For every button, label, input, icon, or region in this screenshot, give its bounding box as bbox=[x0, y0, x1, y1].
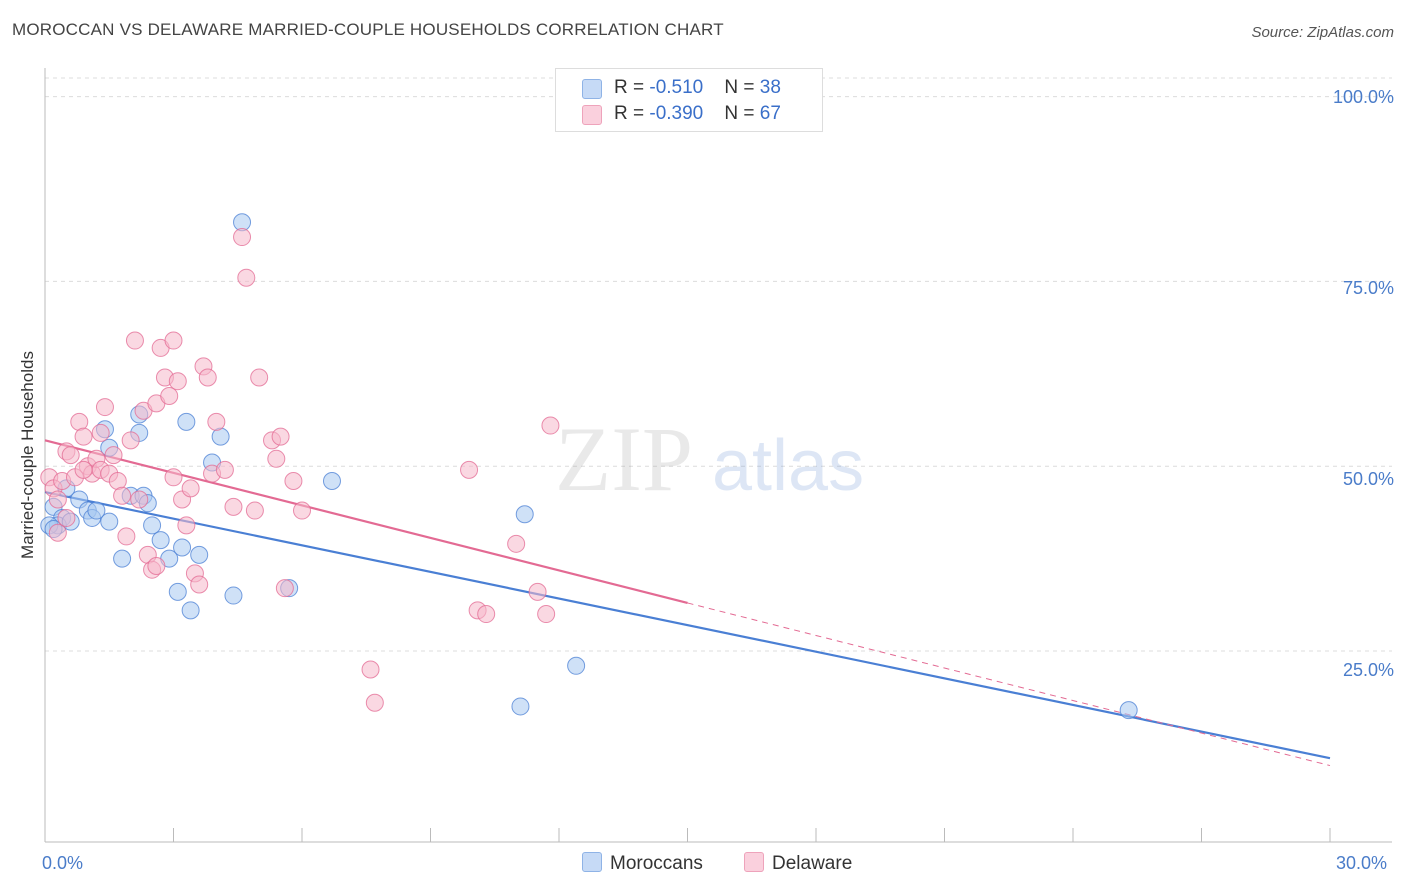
data-point-delaware bbox=[224, 497, 243, 516]
data-point-moroccans bbox=[168, 582, 187, 601]
data-point-delaware bbox=[198, 368, 217, 387]
r-label: R = bbox=[614, 77, 650, 98]
data-point-delaware bbox=[181, 479, 200, 498]
data-point-delaware bbox=[271, 427, 290, 446]
legend-item-delaware[interactable]: Delaware bbox=[744, 852, 852, 875]
data-point-delaware bbox=[113, 486, 132, 505]
data-point-delaware bbox=[48, 523, 67, 542]
n-label: N = bbox=[724, 77, 760, 98]
data-point-delaware bbox=[267, 449, 286, 468]
data-point-delaware bbox=[74, 460, 93, 479]
data-point-delaware bbox=[507, 534, 526, 553]
x-tick-0: 0.0% bbox=[42, 853, 84, 873]
data-point-moroccans bbox=[511, 697, 530, 716]
data-point-delaware bbox=[74, 427, 93, 446]
data-point-moroccans bbox=[143, 516, 162, 535]
data-point-moroccans bbox=[177, 412, 196, 431]
y-tick-100: 100.0% bbox=[1332, 87, 1394, 107]
data-point-delaware bbox=[160, 386, 179, 405]
data-point-moroccans bbox=[322, 471, 341, 490]
data-point-delaware bbox=[528, 582, 547, 601]
legend-label-delaware: Delaware bbox=[772, 853, 853, 874]
data-point-delaware bbox=[61, 446, 80, 465]
data-point-moroccans bbox=[190, 545, 209, 564]
trend-line-moroccans bbox=[44, 490, 1331, 760]
data-point-delaware bbox=[293, 501, 311, 520]
data-point-moroccans bbox=[1119, 701, 1138, 720]
y-axis-label: Married-couple Households bbox=[18, 351, 37, 559]
data-point-delaware bbox=[164, 331, 183, 350]
data-point-delaware bbox=[57, 508, 76, 527]
legend-swatch-moroccans bbox=[582, 852, 602, 872]
n-label: N = bbox=[724, 103, 760, 124]
watermark-zip: ZIP bbox=[555, 408, 693, 510]
r-label: R = bbox=[614, 103, 650, 124]
data-point-moroccans bbox=[224, 586, 243, 605]
data-point-delaware bbox=[130, 490, 149, 509]
data-point-delaware bbox=[147, 556, 166, 575]
data-point-delaware bbox=[125, 331, 144, 350]
data-point-delaware bbox=[361, 660, 380, 679]
r-value-moroccans: -0.510 bbox=[649, 77, 704, 98]
data-points bbox=[40, 213, 1138, 720]
watermark: ZIP atlas bbox=[555, 408, 864, 510]
grid-lines bbox=[45, 77, 1392, 652]
chart-title: MOROCCAN VS DELAWARE MARRIED-COUPLE HOUS… bbox=[12, 20, 724, 39]
series-delaware bbox=[40, 228, 560, 712]
correlation-legend: R = -0.510 N = 38 R = -0.390 N = 67 bbox=[555, 68, 823, 132]
legend-swatch-delaware bbox=[744, 852, 764, 872]
data-point-delaware bbox=[250, 368, 269, 387]
data-point-delaware bbox=[215, 460, 234, 479]
trend-line-delaware bbox=[687, 602, 1331, 767]
data-point-delaware bbox=[95, 398, 114, 417]
data-point-delaware bbox=[104, 446, 123, 465]
data-point-moroccans bbox=[87, 501, 106, 520]
data-point-delaware bbox=[537, 605, 556, 624]
y-tick-75: 75.0% bbox=[1342, 278, 1394, 298]
legend-item-moroccans[interactable]: Moroccans bbox=[582, 852, 703, 875]
data-point-moroccans bbox=[173, 538, 192, 557]
y-tick-25: 25.0% bbox=[1342, 660, 1394, 680]
data-point-delaware bbox=[365, 693, 384, 712]
data-point-delaware bbox=[164, 468, 183, 487]
data-point-moroccans bbox=[151, 531, 170, 550]
data-point-delaware bbox=[284, 471, 303, 490]
data-point-moroccans bbox=[567, 656, 586, 675]
x-tick-30: 30.0% bbox=[1336, 853, 1388, 873]
data-point-moroccans bbox=[100, 512, 119, 531]
data-point-delaware bbox=[233, 228, 252, 247]
n-value-delaware: 67 bbox=[759, 103, 781, 124]
data-point-delaware bbox=[91, 423, 110, 442]
data-point-moroccans bbox=[515, 505, 534, 524]
data-point-moroccans bbox=[113, 549, 132, 568]
data-point-delaware bbox=[275, 579, 294, 598]
data-point-delaware bbox=[460, 460, 479, 479]
y-tick-50: 50.0% bbox=[1342, 469, 1394, 489]
r-value-delaware: -0.390 bbox=[649, 103, 704, 124]
watermark-atlas: atlas bbox=[712, 426, 864, 506]
source-label: Source: ZipAtlas.com bbox=[1251, 24, 1394, 41]
data-point-delaware bbox=[245, 501, 264, 520]
data-point-delaware bbox=[190, 575, 209, 594]
data-point-delaware bbox=[477, 605, 496, 624]
legend-label-moroccans: Moroccans bbox=[610, 853, 703, 874]
data-point-delaware bbox=[117, 527, 136, 546]
data-point-delaware bbox=[177, 516, 196, 535]
data-point-delaware bbox=[121, 431, 140, 450]
legend-swatch-delaware bbox=[582, 105, 602, 125]
data-point-delaware bbox=[48, 490, 67, 509]
trend-lines bbox=[44, 439, 1331, 767]
data-point-moroccans bbox=[181, 601, 200, 620]
trend-line-delaware bbox=[44, 439, 688, 605]
axes bbox=[44, 68, 1392, 843]
data-point-delaware bbox=[237, 268, 256, 287]
n-value-moroccans: 38 bbox=[759, 77, 781, 98]
data-point-delaware bbox=[168, 372, 187, 391]
data-point-delaware bbox=[207, 412, 226, 431]
data-point-delaware bbox=[541, 416, 560, 435]
legend-swatch-moroccans bbox=[582, 79, 602, 99]
